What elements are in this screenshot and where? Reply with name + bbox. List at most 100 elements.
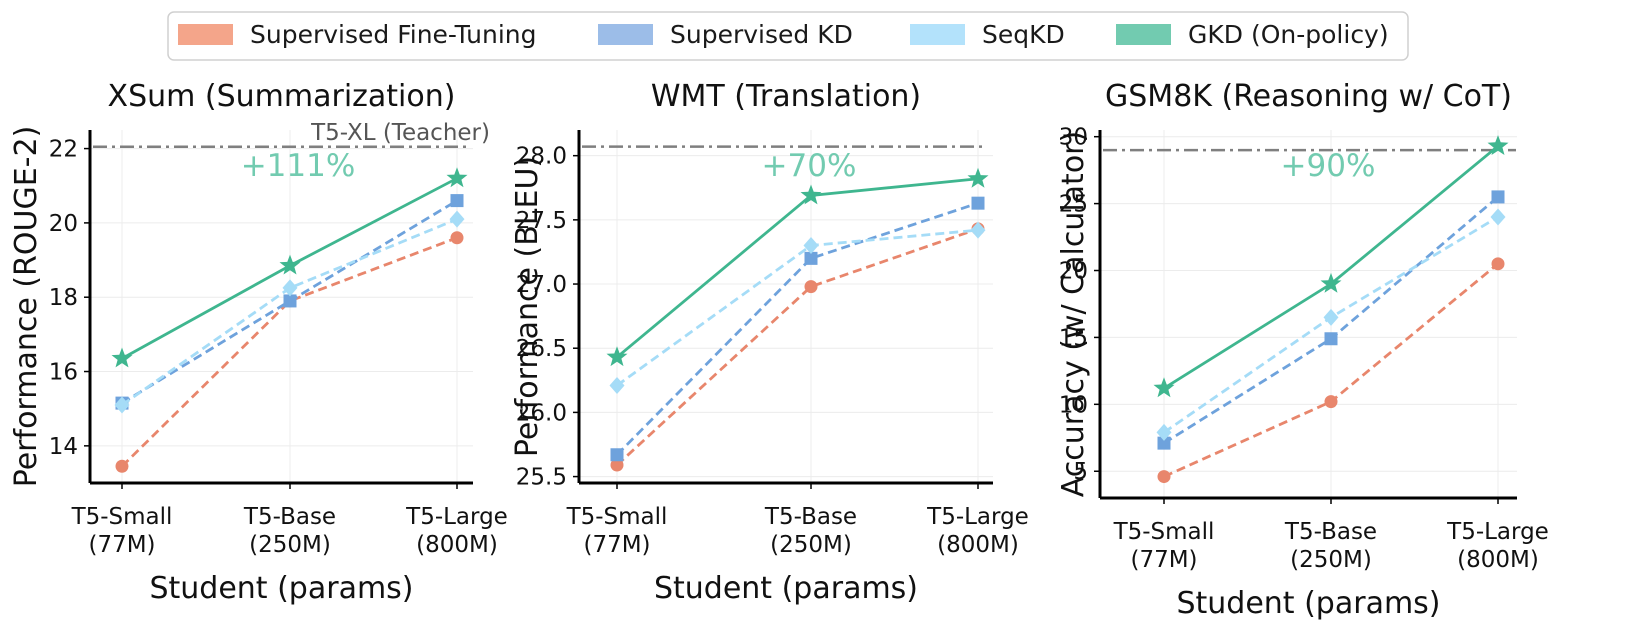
legend-swatch [178,24,233,45]
x-axis-label: Student (params) [1176,586,1440,621]
y-tick-label: 5 [1073,459,1088,485]
data-point [450,231,464,245]
series-line [606,167,989,367]
series-line [1157,257,1505,484]
y-tick-label: 18 [49,285,78,311]
data-point [804,280,818,294]
x-tick-label-line: (800M) [416,532,498,558]
y-tick-label: 28.0 [516,144,567,170]
series-line [609,221,986,394]
data-point [450,194,464,208]
x-tick-label: T5-Base (250M) [764,504,857,558]
x-axis-label: Student (params) [149,571,413,606]
y-tick-label: 27.0 [516,272,567,298]
chart-title: WMT (Translation) [651,79,921,114]
x-tick-label: T5-Large (800M) [926,504,1029,558]
teacher-label: T5-XL (Teacher) [310,120,490,146]
data-point [1324,395,1338,409]
legend-label: GKD (On-policy) [1188,20,1389,49]
x-tick-label: T5-Large (800M) [1446,519,1549,573]
data-point [282,279,298,297]
data-point [1491,257,1505,271]
data-point [800,184,822,205]
legend-entry: GKD (On-policy) [1116,20,1389,49]
legend: Supervised Fine-Tuning Supervised KD SeqKD… [167,11,1409,61]
data-point [609,376,625,394]
x-tick-label: T5-Large (800M) [405,504,508,558]
x-tick-label: T5-Small (77M) [71,504,173,558]
series-line [610,196,985,462]
chart-title: XSum (Summarization) [108,79,456,114]
legend-swatch [598,24,653,45]
data-point [610,458,624,472]
y-tick-label: 16 [49,360,78,386]
chart-panel: 14 16 18 20 22 T5-Small (77M) T5-Base (250M) T5-L… [9,79,508,606]
legend-label: SeqKD [982,20,1065,49]
series-path [616,177,979,359]
data-point [1487,135,1509,155]
x-tick-label: T5-Small (77M) [1113,519,1215,573]
data-point [967,167,989,188]
series-line [1153,135,1509,398]
x-tick-label: T5-Base (250M) [243,504,336,558]
data-point [115,459,129,473]
x-tick-label-line: (800M) [1457,547,1539,573]
legend-frame [167,11,1409,61]
data-point [1156,423,1172,441]
x-tick-label-line: T5-Small [566,504,668,530]
legend-entry: Supervised Fine-Tuning [178,20,537,49]
series-line [111,167,468,368]
x-tick-label-line: T5-Small [1113,519,1215,545]
data-point [610,448,624,462]
data-point [803,237,819,255]
data-point [804,251,818,265]
chart-title: GSM8K (Reasoning w/ CoT) [1105,79,1512,114]
data-point [1157,436,1171,450]
x-axis-label: Student (params) [654,571,918,606]
x-tick-label-line: T5-Base [1284,519,1377,545]
x-tick-label-line: (250M) [770,532,852,558]
series-line [1156,208,1506,441]
data-point [1153,377,1175,398]
data-point [283,294,297,308]
data-point [970,221,986,239]
data-point [971,196,985,210]
y-tick-label: 27.5 [516,208,567,234]
x-tick-label-line: (250M) [249,532,331,558]
x-tick-label-line: T5-Base [764,504,857,530]
legend-label: Supervised Fine-Tuning [250,20,537,49]
data-point [446,167,468,188]
y-tick-label: 14 [49,434,78,460]
y-axis-label: Performance (ROUGE-2) [9,126,44,488]
data-point [1490,208,1506,226]
series-path [616,228,979,387]
x-tick-label-line: T5-Large [926,504,1029,530]
x-tick-label-line: (800M) [937,532,1019,558]
x-tick-label-line: (77M) [1130,547,1197,573]
series-path [616,201,979,456]
y-tick-label: 10 [1059,392,1088,418]
improvement-annotation: +70% [762,148,857,184]
series-line [114,210,465,414]
legend-entry: Supervised KD [598,20,853,49]
data-point [279,254,301,275]
data-point [1323,308,1339,326]
legend-label: Supervised KD [670,20,853,49]
data-point [1157,470,1171,484]
y-tick-label: 26.5 [516,336,567,362]
series-path [616,227,979,467]
x-tick-label-line: T5-Large [1446,519,1549,545]
x-tick-label-line: (250M) [1290,547,1372,573]
series-line [1157,190,1505,450]
y-axis-label: Performance (BLEU) [510,156,545,457]
data-point [606,346,628,367]
series-line [610,222,985,472]
x-tick-label: T5-Small (77M) [566,504,668,558]
y-tick-label: 26.0 [516,400,567,426]
data-point [1320,272,1342,293]
improvement-annotation: +111% [241,148,356,184]
y-tick-label: 25 [1059,192,1088,218]
series-path [121,236,458,468]
